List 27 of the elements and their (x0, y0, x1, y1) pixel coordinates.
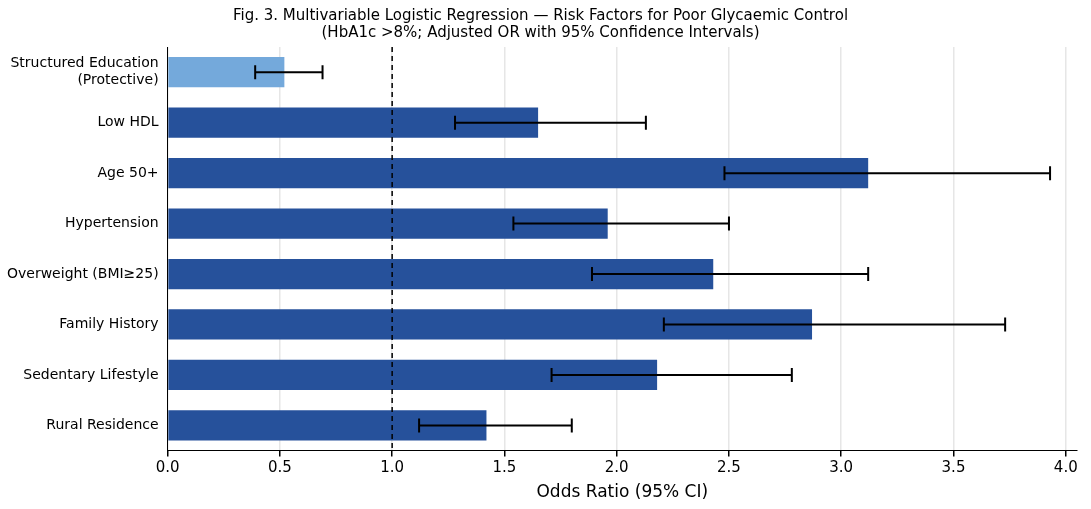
x-tick-label: 1.0 (380, 458, 405, 477)
y-tick-label: Overweight (BMI≥25) (7, 264, 159, 281)
y-tick-label: Age 50+ (97, 163, 159, 180)
y-tick-label: Rural Residence (46, 416, 159, 433)
x-tick-label: 0.0 (155, 458, 180, 477)
x-tick-label: 0.5 (267, 458, 292, 477)
bar (168, 410, 487, 441)
y-tick-label: Structured Education (Protective) (10, 54, 159, 88)
bar (168, 57, 285, 88)
bar (168, 258, 714, 290)
y-tick-label: Low HDL (97, 113, 159, 130)
bar (168, 359, 658, 391)
bar (168, 107, 539, 138)
chart-title: Fig. 3. Multivariable Logistic Regression — Risk Factors for Poor Glycaemic Control (HbA1c >8%; Adjusted OR with 95% Confidence Intervals) (232, 6, 849, 41)
x-tick-label: 4.0 (1053, 458, 1078, 477)
y-tick-label: Family History (59, 315, 159, 332)
x-axis-title: Odds Ratio (95% CI) (536, 481, 709, 502)
x-tick-label: 3.5 (941, 458, 966, 477)
x-tick-label: 1.5 (492, 458, 517, 477)
bar (168, 309, 813, 340)
y-tick-label: Sedentary Lifestyle (23, 365, 159, 382)
x-tick-label: 3.0 (829, 458, 854, 477)
x-tick-label: 2.5 (717, 458, 741, 477)
bar (168, 157, 869, 189)
bar (168, 208, 608, 239)
y-tick-label: Hypertension (64, 214, 159, 231)
x-tick-label: 2.0 (604, 458, 629, 477)
